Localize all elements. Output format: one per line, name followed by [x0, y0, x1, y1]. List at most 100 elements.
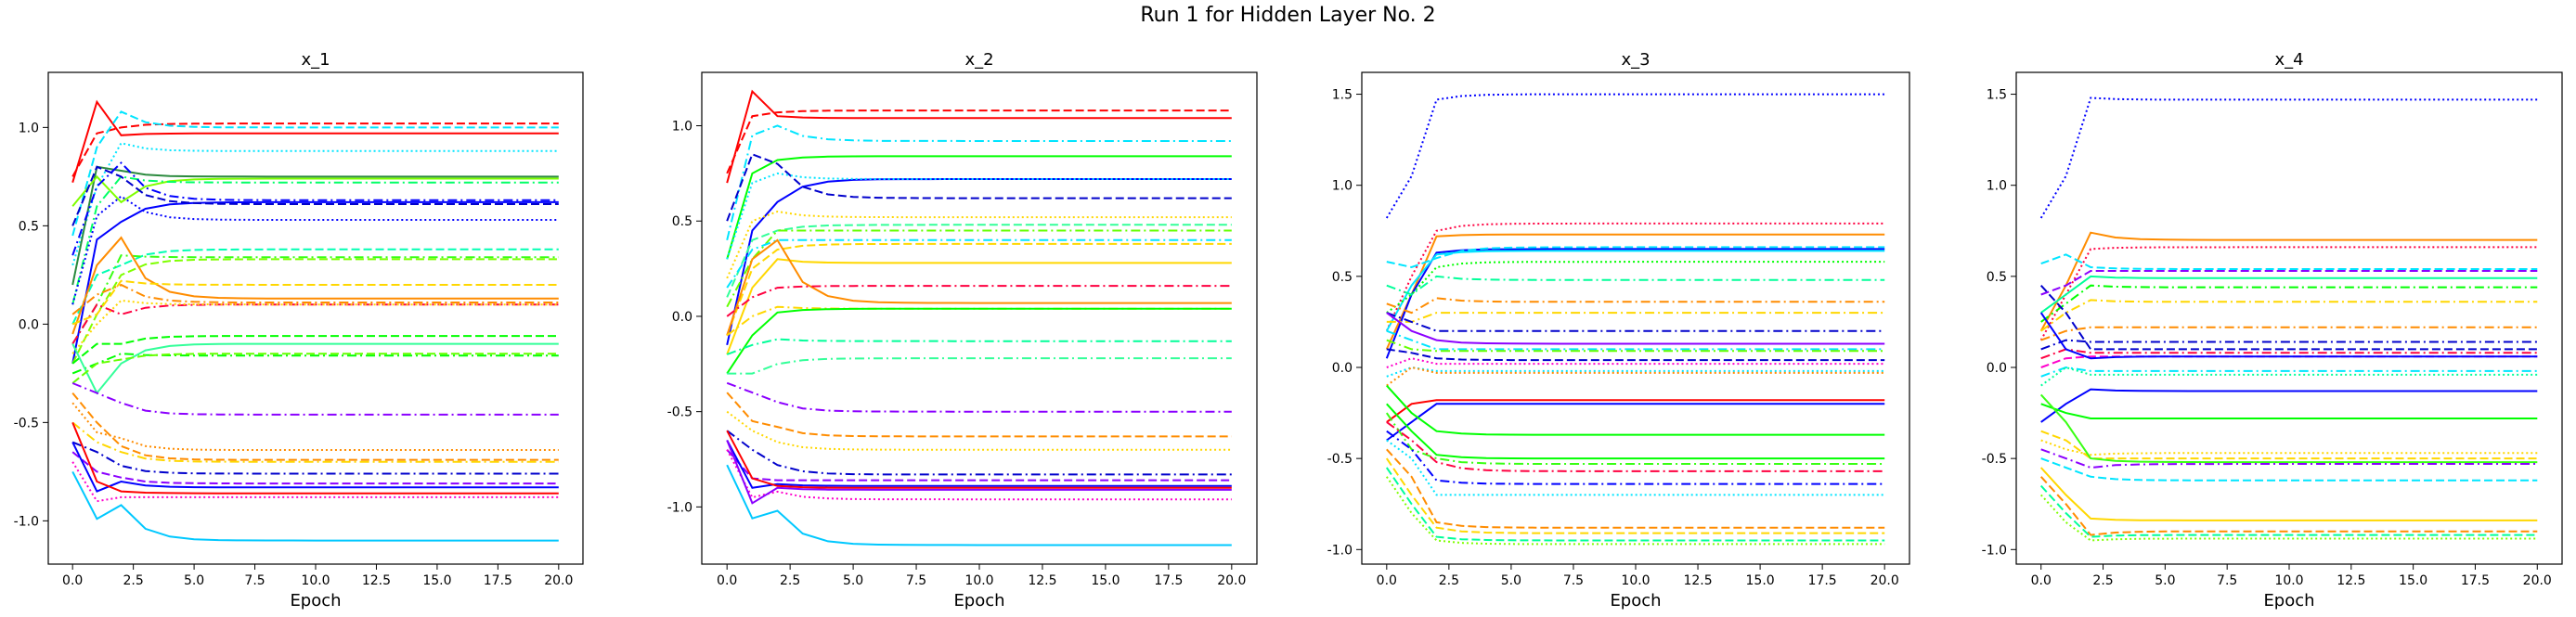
series-line-25 — [2039, 476, 2538, 536]
series-line-16 — [2040, 366, 2538, 387]
x-tick-label: 20.0 — [544, 573, 573, 588]
series-line-7 — [2040, 284, 2538, 323]
y-tick-label: -0.5 — [14, 416, 39, 431]
series-line-17 — [726, 307, 1232, 375]
series-line-9 — [726, 224, 1232, 298]
series-line-3 — [726, 124, 1232, 241]
y-tick-label: -0.5 — [667, 405, 693, 420]
y-tick-label: 0.5 — [1332, 270, 1353, 285]
series-line-30 — [71, 442, 559, 493]
series-line-22 — [1386, 403, 1885, 460]
series-line-24 — [71, 382, 559, 416]
series-line-15 — [1386, 348, 1885, 362]
x-tick-label: 15.0 — [1746, 573, 1775, 588]
series-line-6 — [2040, 275, 2538, 314]
series-line-8 — [2040, 299, 2538, 332]
series-line-5 — [2040, 270, 2538, 296]
series-line-3 — [2039, 246, 2538, 341]
series-line-10 — [1386, 312, 1885, 323]
series-line-13 — [1386, 329, 1885, 351]
series-line-12 — [71, 248, 559, 325]
subplot-title: x_1 — [301, 50, 330, 70]
series-line-12 — [726, 242, 1232, 336]
series-line-1 — [726, 89, 1232, 184]
series-line-30 — [1385, 476, 1885, 546]
series-line-17 — [2040, 388, 2538, 423]
subplot-title: x_3 — [1621, 50, 1650, 70]
series-line-2 — [726, 109, 1232, 174]
x-tick-label: 5.0 — [2155, 573, 2175, 588]
series-line-27 — [71, 421, 559, 463]
x-tick-label: 7.5 — [244, 573, 265, 588]
x-tick-label: 10.0 — [2274, 573, 2303, 588]
y-tick-label: 0.5 — [672, 214, 693, 229]
series-line-18 — [2040, 403, 2538, 419]
x-tick-label: 10.0 — [1621, 573, 1650, 588]
series-line-10 — [2040, 339, 2538, 351]
subplot-title: x_2 — [964, 50, 993, 70]
series-line-7 — [71, 175, 559, 305]
series-line-25 — [726, 440, 1232, 489]
series-line-8 — [726, 210, 1232, 279]
y-tick-label: 0.0 — [19, 317, 39, 332]
y-tick-label: 0.0 — [1332, 361, 1353, 376]
series-line-5 — [726, 178, 1232, 346]
y-tick-label: 0.0 — [1987, 361, 2007, 376]
x-tick-label: 17.5 — [2461, 573, 2490, 588]
x-tick-label: 0.0 — [2031, 573, 2052, 588]
series-line-3 — [1385, 233, 1885, 350]
series-line-22 — [2040, 448, 2538, 469]
series-line-26 — [71, 392, 559, 461]
series-line-2 — [1385, 222, 1885, 332]
y-tick-label: 1.0 — [1332, 179, 1353, 194]
series-line-27 — [2039, 494, 2538, 542]
x-tick-label: 15.0 — [2399, 573, 2427, 588]
series-line-19 — [1386, 399, 1885, 423]
series-line-20 — [2040, 430, 2538, 460]
series-line-14 — [2039, 312, 2538, 360]
series-line-22 — [71, 342, 559, 395]
y-tick-label: -0.5 — [1982, 452, 2007, 467]
y-tick-label: 1.5 — [1332, 88, 1353, 103]
series-line-12 — [1386, 312, 1885, 345]
series-line-13 — [2040, 355, 2538, 368]
series-line-22 — [726, 410, 1232, 451]
y-tick-label: 1.0 — [19, 121, 39, 135]
series-group — [71, 99, 559, 542]
y-tick-label: -1.0 — [1327, 543, 1353, 558]
series-line-9 — [2040, 326, 2538, 341]
x-tick-label: 7.5 — [1563, 573, 1584, 588]
series-line-2 — [71, 122, 559, 177]
series-line-29 — [71, 451, 559, 485]
series-line-16 — [71, 283, 559, 315]
series-line-5 — [71, 165, 559, 286]
y-tick-label: 1.5 — [1987, 88, 2007, 103]
series-line-16 — [1386, 357, 1885, 368]
series-line-21 — [2039, 393, 2538, 464]
series-line-12 — [2040, 348, 2538, 360]
x-tick-label: 2.5 — [1439, 573, 1459, 588]
series-line-18 — [71, 279, 559, 326]
axes-frame — [2015, 71, 2563, 565]
x-tick-label: 2.5 — [2092, 573, 2113, 588]
figure-title: Run 1 for Hidden Layer No. 2 — [1140, 4, 1436, 27]
series-line-29 — [726, 464, 1232, 546]
series-line-21 — [71, 353, 559, 375]
series-line-23 — [1385, 412, 1885, 465]
x-tick-label: 17.5 — [1808, 573, 1837, 588]
x-tick-label: 20.0 — [1871, 573, 1899, 588]
series-line-14 — [726, 238, 1232, 336]
series-line-20 — [71, 335, 559, 365]
x-tick-label: 20.0 — [1217, 573, 1246, 588]
x-axis-label: Epoch — [290, 591, 341, 611]
x-tick-label: 5.0 — [1501, 573, 1521, 588]
series-line-33 — [71, 470, 559, 542]
series-line-28 — [71, 441, 559, 475]
series-line-13 — [71, 254, 559, 345]
series-line-27 — [1386, 448, 1885, 529]
series-line-23 — [2040, 457, 2538, 482]
series-line-26 — [1386, 439, 1885, 496]
series-line-10 — [726, 229, 1232, 308]
series-line-14 — [1386, 339, 1885, 353]
